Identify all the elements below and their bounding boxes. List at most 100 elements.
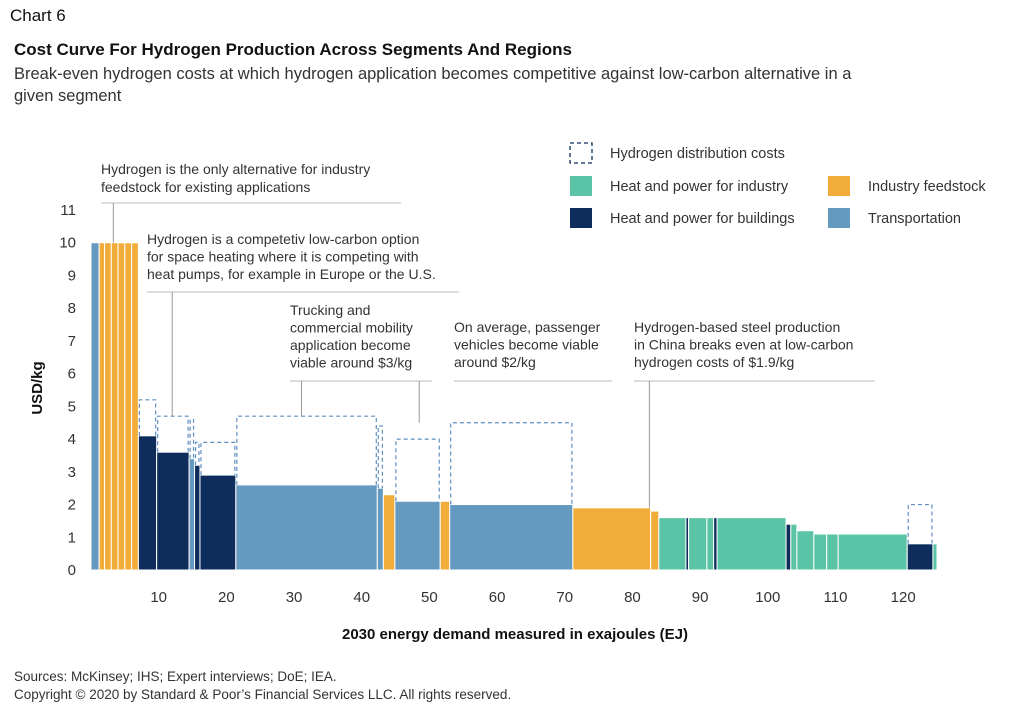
chart-title: Cost Curve For Hydrogen Production Acros…	[14, 40, 572, 59]
bar-industry_feedstock-1	[98, 242, 106, 571]
annotation-4-line-1: in China breaks even at low-carbon	[634, 337, 853, 353]
bar-buildings-32	[906, 543, 934, 571]
distribution-outline-12	[236, 415, 377, 485]
x-tick-label-80: 80	[624, 589, 641, 606]
bar-industry_heat-28	[796, 530, 815, 571]
y-axis-ticks: 0 1 2 3 4 5 6 7 8 9 10 11	[59, 202, 76, 579]
bar-industry_feedstock-18	[572, 507, 652, 571]
annotation-1-line-1: for space heating where it is competing …	[147, 249, 419, 265]
annotation-2-line-0: Trucking and	[290, 302, 370, 318]
bar-industry_feedstock-3	[110, 242, 119, 571]
bar-industry_heat-33	[932, 543, 938, 571]
bar-transportation-9	[188, 458, 196, 571]
x-tick-label-10: 10	[150, 589, 167, 606]
distribution-outline-8	[157, 415, 189, 453]
y-tick-label-1: 1	[68, 529, 76, 546]
distribution-outline-9	[189, 418, 195, 459]
annotations-group: Hydrogen is the only alternative for ind…	[101, 161, 875, 508]
sources-note: Sources: McKinsey; IHS; Expert interview…	[14, 669, 337, 684]
bar-buildings-8	[156, 451, 190, 571]
annotation-2-line-3: viable around $3/kg	[290, 355, 412, 371]
bar-industry_feedstock-16	[439, 500, 451, 571]
legend-swatch-industry_heat	[570, 176, 592, 196]
bar-transportation-17	[449, 504, 574, 571]
distribution-outline-13	[377, 425, 383, 489]
x-tick-label-30: 30	[286, 589, 303, 606]
bar-buildings-7	[137, 435, 158, 571]
annotation-4-line-2: hydrogen costs of $1.9/kg	[634, 354, 794, 370]
distribution-outline-11	[200, 441, 236, 476]
y-tick-label-0: 0	[68, 562, 76, 579]
bar-industry_heat-23	[706, 517, 715, 571]
y-tick-label-4: 4	[68, 431, 76, 448]
x-tick-label-40: 40	[353, 589, 370, 606]
y-tick-label-8: 8	[68, 300, 76, 317]
annotation-2-line-2: application become	[290, 337, 411, 353]
bar-industry_feedstock-19	[650, 510, 660, 571]
bar-buildings-10	[194, 464, 201, 571]
chart-subtitle-line-1: Break-even hydrogen costs at which hydro…	[14, 65, 852, 83]
bars-group	[90, 242, 938, 571]
x-tick-label-50: 50	[421, 589, 438, 606]
legend-swatch-industry_feedstock	[828, 176, 850, 196]
distribution-outline-32	[907, 503, 933, 544]
chart-label: Chart 6	[10, 6, 66, 25]
annotation-1-line-2: heat pumps, for example in Europe or the…	[147, 266, 436, 282]
bar-industry_heat-30	[826, 533, 839, 571]
distribution-outlines-group	[138, 399, 933, 544]
x-tick-label-120: 120	[891, 589, 916, 606]
annotation-3-line-0: On average, passenger	[454, 319, 601, 335]
distribution-outline-7	[138, 399, 157, 436]
annotation-3-line-1: vehicles become viable	[454, 337, 599, 353]
y-tick-label-7: 7	[68, 333, 76, 350]
legend-label-industry_feedstock: Industry feedstock	[868, 179, 986, 195]
x-tick-label-70: 70	[556, 589, 573, 606]
bar-industry_heat-25	[716, 517, 787, 571]
distribution-outline-15	[395, 438, 440, 502]
bar-transportation-0	[90, 242, 100, 571]
bar-buildings-26	[785, 523, 792, 571]
bar-industry_feedstock-2	[104, 242, 112, 571]
y-tick-label-5: 5	[68, 398, 76, 415]
y-tick-label-11: 11	[60, 202, 76, 219]
legend-label-distribution: Hydrogen distribution costs	[610, 146, 785, 162]
bar-industry_feedstock-5	[124, 242, 133, 571]
bar-industry_heat-27	[790, 523, 798, 571]
y-axis-title: USD/kg	[29, 361, 46, 414]
distribution-outline-17	[450, 422, 573, 505]
x-tick-label-20: 20	[218, 589, 235, 606]
legend-swatch-transportation	[828, 208, 850, 228]
y-tick-label-10: 10	[59, 235, 76, 252]
annotation-0-line-1: feedstock for existing applications	[101, 179, 310, 195]
legend: Hydrogen distribution costs Heat and powe…	[569, 142, 986, 228]
annotation-1-line-0: Hydrogen is a competetiv low-carbon opti…	[147, 231, 419, 247]
x-axis-title: 2030 energy demand measured in exajoules…	[342, 626, 688, 643]
annotation-3-line-2: around $2/kg	[454, 354, 536, 370]
bar-buildings-11	[199, 474, 237, 571]
x-axis-ticks: 10 20 30 40 50 60 70 80 90 100 110 120	[150, 589, 915, 606]
bar-industry_heat-22	[688, 517, 708, 571]
y-tick-label-6: 6	[68, 366, 76, 383]
legend-label-transportation: Transportation	[868, 211, 961, 227]
bar-industry_feedstock-4	[117, 242, 126, 571]
x-tick-label-90: 90	[692, 589, 709, 606]
bar-transportation-12	[235, 484, 378, 571]
annotation-2-line-1: commercial mobility	[290, 320, 413, 336]
legend-swatch-buildings	[570, 208, 592, 228]
bar-transportation-13	[376, 487, 384, 571]
bar-industry_feedstock-6	[131, 242, 139, 571]
legend-label-buildings: Heat and power for buildings	[610, 211, 795, 227]
bar-industry_heat-20	[658, 517, 687, 571]
bar-industry_feedstock-14	[382, 494, 396, 571]
bar-transportation-15	[394, 500, 441, 571]
bar-industry_heat-31	[837, 533, 908, 571]
copyright-note: Copyright © 2020 by Standard & Poor’s Fi…	[14, 687, 511, 702]
x-tick-label-60: 60	[489, 589, 506, 606]
x-tick-label-110: 110	[824, 589, 848, 606]
y-tick-label-3: 3	[68, 464, 76, 481]
distribution-outline-10	[194, 441, 200, 466]
legend-swatch-distribution	[569, 142, 593, 164]
bar-industry_heat-29	[813, 533, 828, 571]
annotation-0-line-0: Hydrogen is the only alternative for ind…	[101, 161, 370, 177]
